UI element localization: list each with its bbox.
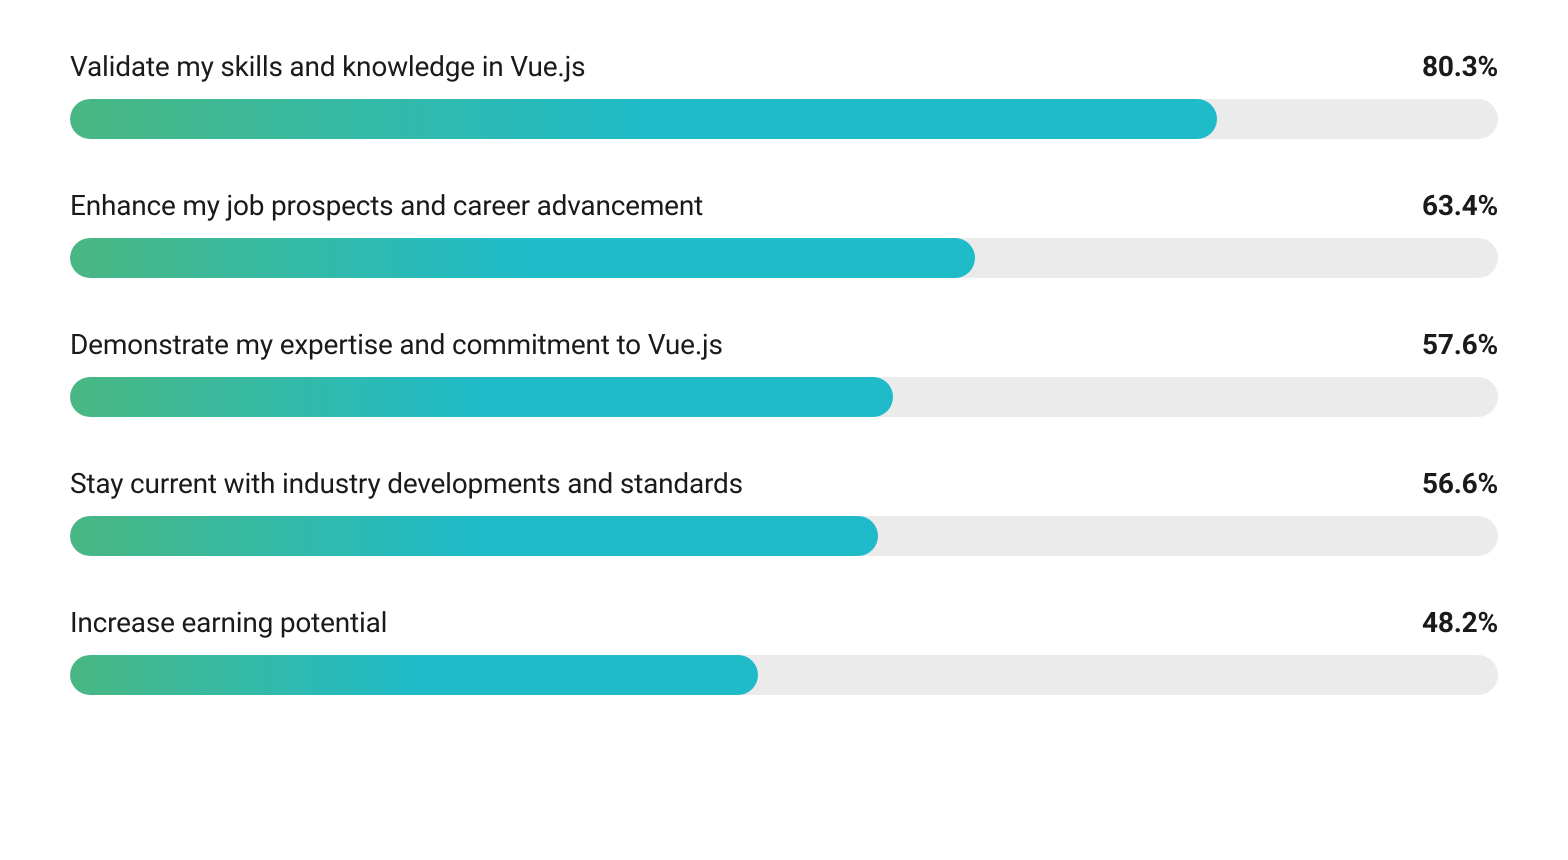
bar-item: Increase earning potential 48.2% [70,606,1498,695]
bar-fill [70,655,758,695]
bar-value: 48.2% [1422,606,1498,639]
bar-fill [70,238,975,278]
bar-track [70,238,1498,278]
bar-label: Stay current with industry developments … [70,467,743,500]
bar-fill [70,516,878,556]
bar-track [70,655,1498,695]
bar-header: Validate my skills and knowledge in Vue.… [70,50,1498,83]
bar-label: Enhance my job prospects and career adva… [70,189,703,222]
bar-label: Validate my skills and knowledge in Vue.… [70,50,585,83]
bar-item: Validate my skills and knowledge in Vue.… [70,50,1498,139]
bar-header: Enhance my job prospects and career adva… [70,189,1498,222]
bar-value: 56.6% [1422,467,1498,500]
bar-track [70,377,1498,417]
bar-track [70,99,1498,139]
bar-item: Demonstrate my expertise and commitment … [70,328,1498,417]
bar-item: Stay current with industry developments … [70,467,1498,556]
bar-value: 80.3% [1422,50,1498,83]
bar-fill [70,377,893,417]
bar-label: Increase earning potential [70,606,387,639]
bar-header: Stay current with industry developments … [70,467,1498,500]
bar-track [70,516,1498,556]
bar-header: Increase earning potential 48.2% [70,606,1498,639]
horizontal-bar-chart: Validate my skills and knowledge in Vue.… [70,50,1498,695]
bar-value: 57.6% [1422,328,1498,361]
bar-item: Enhance my job prospects and career adva… [70,189,1498,278]
bar-value: 63.4% [1422,189,1498,222]
bar-fill [70,99,1217,139]
bar-header: Demonstrate my expertise and commitment … [70,328,1498,361]
bar-label: Demonstrate my expertise and commitment … [70,328,723,361]
